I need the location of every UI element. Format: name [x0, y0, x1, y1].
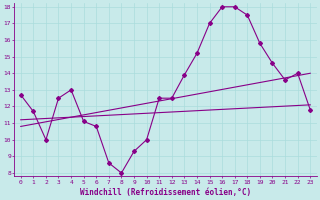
X-axis label: Windchill (Refroidissement éolien,°C): Windchill (Refroidissement éolien,°C) — [80, 188, 251, 197]
